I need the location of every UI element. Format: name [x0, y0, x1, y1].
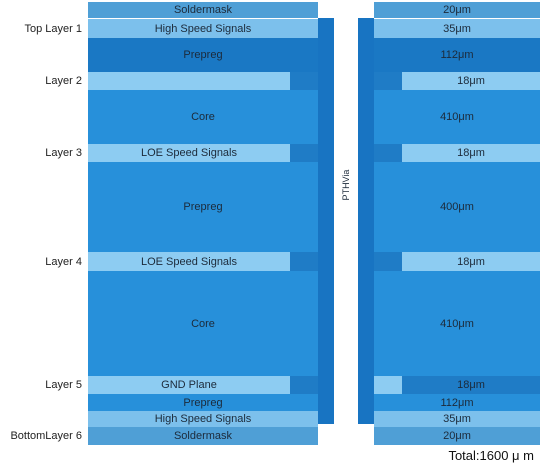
copper-pad-right — [374, 376, 402, 394]
band-text: LOE Speed Signals — [140, 255, 237, 268]
band-text: Soldermask — [173, 430, 233, 442]
layer-label-layer4: Layer 4 — [45, 255, 82, 268]
band-right-top-signal: 35μm — [374, 19, 540, 38]
thickness-value: 18μm — [457, 255, 485, 268]
copper-pad-left — [290, 376, 318, 394]
band-left-prepreg-2: Prepreg — [88, 162, 318, 252]
copper-pad-right — [374, 252, 402, 271]
band-text: Prepreg — [183, 396, 223, 409]
band-right-core-1: 410μm — [374, 90, 540, 144]
band-right-prepreg-3: 112μm — [374, 394, 540, 411]
band-text: Prepreg — [183, 201, 223, 213]
band-text: Prepreg — [183, 49, 223, 61]
band-left-soldermask-bottom: Soldermask — [88, 427, 318, 445]
thickness-value: 18μm — [457, 147, 485, 159]
thickness-value: 35μm — [443, 22, 471, 35]
band-text: Core — [191, 111, 215, 123]
band-left-top-signal: High Speed Signals — [88, 19, 318, 38]
band-left-core-2: Core — [88, 271, 318, 376]
band-left-soldermask-top: Soldermask — [88, 2, 318, 18]
band-right-soldermask-top: 20μm — [374, 2, 540, 18]
copper-pad-left — [290, 144, 318, 162]
thickness-value: 410μm — [440, 317, 474, 330]
thickness-value: 410μm — [440, 111, 474, 123]
band-left-layer4: LOE Speed Signals — [88, 252, 318, 271]
thickness-value: 400μm — [440, 201, 474, 213]
copper-pad-left — [290, 252, 318, 271]
band-text: Core — [191, 317, 215, 330]
band-right-layer4: 18μm — [374, 252, 540, 271]
layer-label-layer5: Layer 5 — [45, 379, 82, 391]
band-right-soldermask-bottom: 20μm — [374, 427, 540, 445]
band-right-prepreg-2: 400μm — [374, 162, 540, 252]
band-right-bottom-signal: 35μm — [374, 411, 540, 427]
band-right-prepreg-1: 112μm — [374, 38, 540, 72]
band-left-bottom-signal: High Speed Signals — [88, 411, 318, 427]
band-text: High Speed Signals — [154, 413, 252, 425]
band-left-prepreg-1: Prepreg — [88, 38, 318, 72]
layer-label-soldermask-bottom: BottomLayer 6 — [10, 430, 82, 442]
via-label: PTHVia — [341, 169, 351, 201]
band-left-layer3: LOE Speed Signals — [88, 144, 318, 162]
copper-pad-right — [374, 72, 402, 90]
band-right-layer5: 18μm — [374, 376, 540, 394]
copper-pad-left — [290, 72, 318, 90]
thickness-value: 112μm — [440, 49, 474, 61]
band-right-layer3: 18μm — [374, 144, 540, 162]
layer-label-top-signal: Top Layer 1 — [24, 22, 82, 35]
thickness-value: 35μm — [443, 413, 471, 425]
band-text: LOE Speed Signals — [140, 147, 237, 159]
via-right-wall — [358, 18, 374, 424]
thickness-value: 112μm — [440, 396, 474, 409]
band-left-core-1: Core — [88, 90, 318, 144]
band-right-core-2: 410μm — [374, 271, 540, 376]
band-text: Soldermask — [173, 4, 233, 16]
band-left-prepreg-3: Prepreg — [88, 394, 318, 411]
gnd-plane-copper — [402, 376, 540, 394]
band-left-layer2 — [88, 72, 318, 90]
thickness-value: 20μm — [443, 4, 471, 16]
band-right-layer2: 18μm — [374, 72, 540, 90]
band-left-layer5: GND Plane — [88, 376, 318, 394]
thickness-value: 18μm — [457, 75, 485, 87]
layer-label-layer2: Layer 2 — [45, 75, 82, 87]
band-text: High Speed Signals — [154, 22, 252, 35]
via-left-wall — [318, 18, 334, 424]
thickness-value: 20μm — [443, 430, 471, 442]
total-thickness: Total:1600 μ m — [448, 448, 534, 463]
band-text: GND Plane — [161, 379, 217, 391]
copper-pad-right — [374, 144, 402, 162]
thickness-value: 18μm — [457, 379, 485, 391]
via-hole — [334, 18, 358, 424]
layer-label-layer3: Layer 3 — [45, 147, 82, 159]
